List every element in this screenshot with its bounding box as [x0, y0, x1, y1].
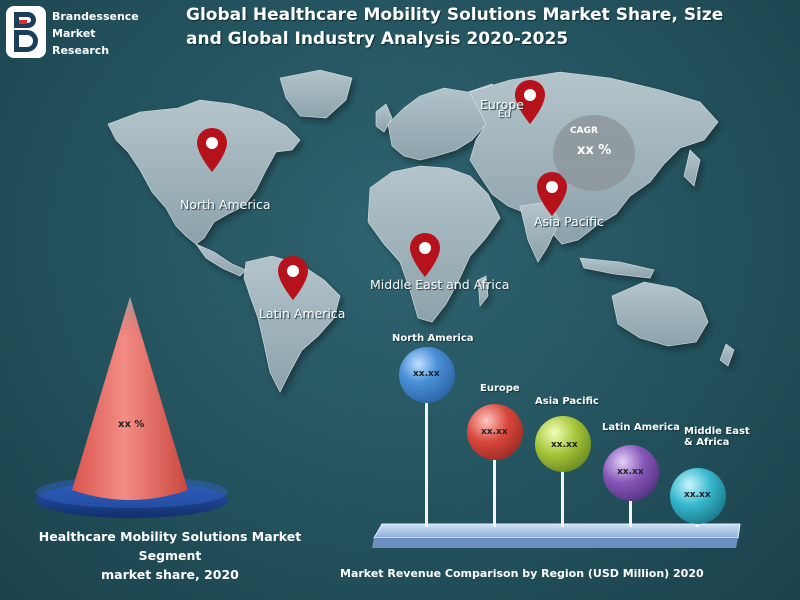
cone-value: xx %	[118, 419, 145, 430]
revenue-value-middle-east: xx.xx	[684, 490, 711, 500]
cagr-label: CAGR	[570, 126, 598, 136]
pin-icon-asia-pacific	[537, 172, 567, 216]
label-middle-east-africa: Middle East and Africa	[370, 277, 510, 292]
label-europe-sub: Eu	[498, 109, 511, 120]
pin-icon-latin-america	[278, 256, 308, 300]
label-north-america: North America	[180, 197, 271, 212]
madagascar-shape	[477, 275, 489, 307]
page-title: Global Healthcare Mobility Solutions Mar…	[186, 5, 724, 49]
australia-shape	[611, 281, 709, 347]
new-zealand-shape	[719, 343, 735, 367]
cone-body	[72, 297, 188, 500]
revenue-stick-asia-pacific	[561, 462, 564, 527]
revenue-label-europe: Europe	[480, 383, 520, 394]
label-europe: Europe	[480, 97, 524, 112]
label-asia-pacific: Asia Pacific	[534, 214, 604, 229]
revenue-stick-north-america	[425, 385, 428, 527]
south-america-shape	[243, 255, 341, 393]
revenue-value-europe: xx.xx	[481, 427, 508, 437]
revenue-caption: Market Revenue Comparison by Region (USD…	[340, 567, 704, 580]
revenue-value-latin-america: xx.xx	[617, 467, 644, 477]
revenue-ball-asia-pacific	[535, 416, 591, 472]
pin-icon-north-america	[197, 128, 227, 172]
central-america-shape	[195, 243, 247, 277]
revenue-value-asia-pacific: xx.xx	[551, 440, 578, 450]
north-america-shape	[107, 99, 301, 245]
revenue-label-north-america: North America	[392, 333, 474, 344]
uk-shape	[375, 103, 393, 133]
revenue-ball-europe	[467, 404, 523, 460]
revenue-ball-latin-america	[603, 445, 659, 501]
revenue-label-asia-pacific: Asia Pacific	[535, 396, 599, 407]
revenue-stick-europe	[493, 450, 496, 527]
japan-shape	[683, 149, 701, 187]
segment-caption: Healthcare Mobility Solutions Market Seg…	[38, 529, 302, 582]
pin-icon-europe	[515, 80, 545, 124]
pin-icon-middle-east-africa	[410, 233, 440, 277]
revenue-value-north-america: xx.xx	[413, 369, 440, 379]
logo-text: Brandessence Market Research	[52, 10, 139, 57]
revenue-ball-north-america	[399, 347, 455, 403]
brand-logo: Brandessence Market Research	[6, 6, 139, 60]
greenland-shape	[279, 69, 353, 119]
logo-mark	[6, 6, 46, 58]
cagr-value: xx %	[577, 143, 612, 158]
indonesia-shape	[579, 257, 655, 279]
revenue-stick-latin-america	[629, 490, 632, 527]
revenue-label-latin-america: Latin America	[602, 422, 680, 433]
revenue-ball-middle-east	[670, 468, 726, 524]
cagr-bubble	[553, 115, 635, 191]
label-latin-america: Latin America	[259, 306, 346, 321]
revenue-label-middle-east: Middle East & Africa	[684, 426, 750, 448]
